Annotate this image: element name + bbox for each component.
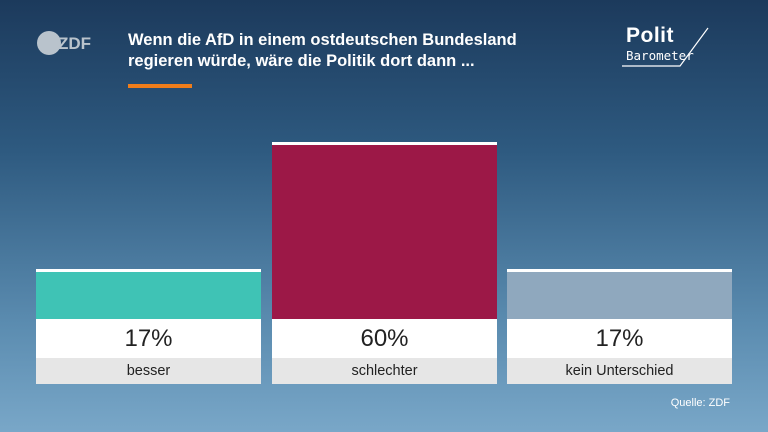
value-label: 60% xyxy=(272,319,497,358)
value-label: 17% xyxy=(507,319,732,358)
bar-1 xyxy=(272,142,497,319)
title-line-1: Wenn die AfD in einem ostdeutschen Bunde… xyxy=(128,31,517,49)
checkmark-icon xyxy=(622,27,709,67)
category-label: schlechter xyxy=(272,358,497,384)
category-label: besser xyxy=(36,358,261,384)
bar-fill xyxy=(36,269,261,319)
bar-fill xyxy=(272,142,497,319)
source-note: Quelle: ZDF xyxy=(670,397,730,409)
title-line-2: regieren würde, wäre die Politik dort da… xyxy=(128,52,475,70)
value-label: 17% xyxy=(36,319,261,358)
chart-title: Wenn die AfD in einem ostdeutschen Bunde… xyxy=(128,30,568,72)
zdf-logo: ZDF xyxy=(37,31,91,55)
politbarometer-logo-word1: Polit xyxy=(626,24,674,47)
bar-0 xyxy=(36,269,261,319)
bar-fill xyxy=(507,269,732,319)
title-accent-line xyxy=(128,84,192,88)
bar-2 xyxy=(507,269,732,319)
politbarometer-logo-word2: Barometer xyxy=(626,48,694,63)
category-label: kein Unterschied xyxy=(507,358,732,384)
zdf-logo-text: ZDF xyxy=(58,34,91,53)
politbarometer-logo: Polit Barometer xyxy=(610,22,732,72)
